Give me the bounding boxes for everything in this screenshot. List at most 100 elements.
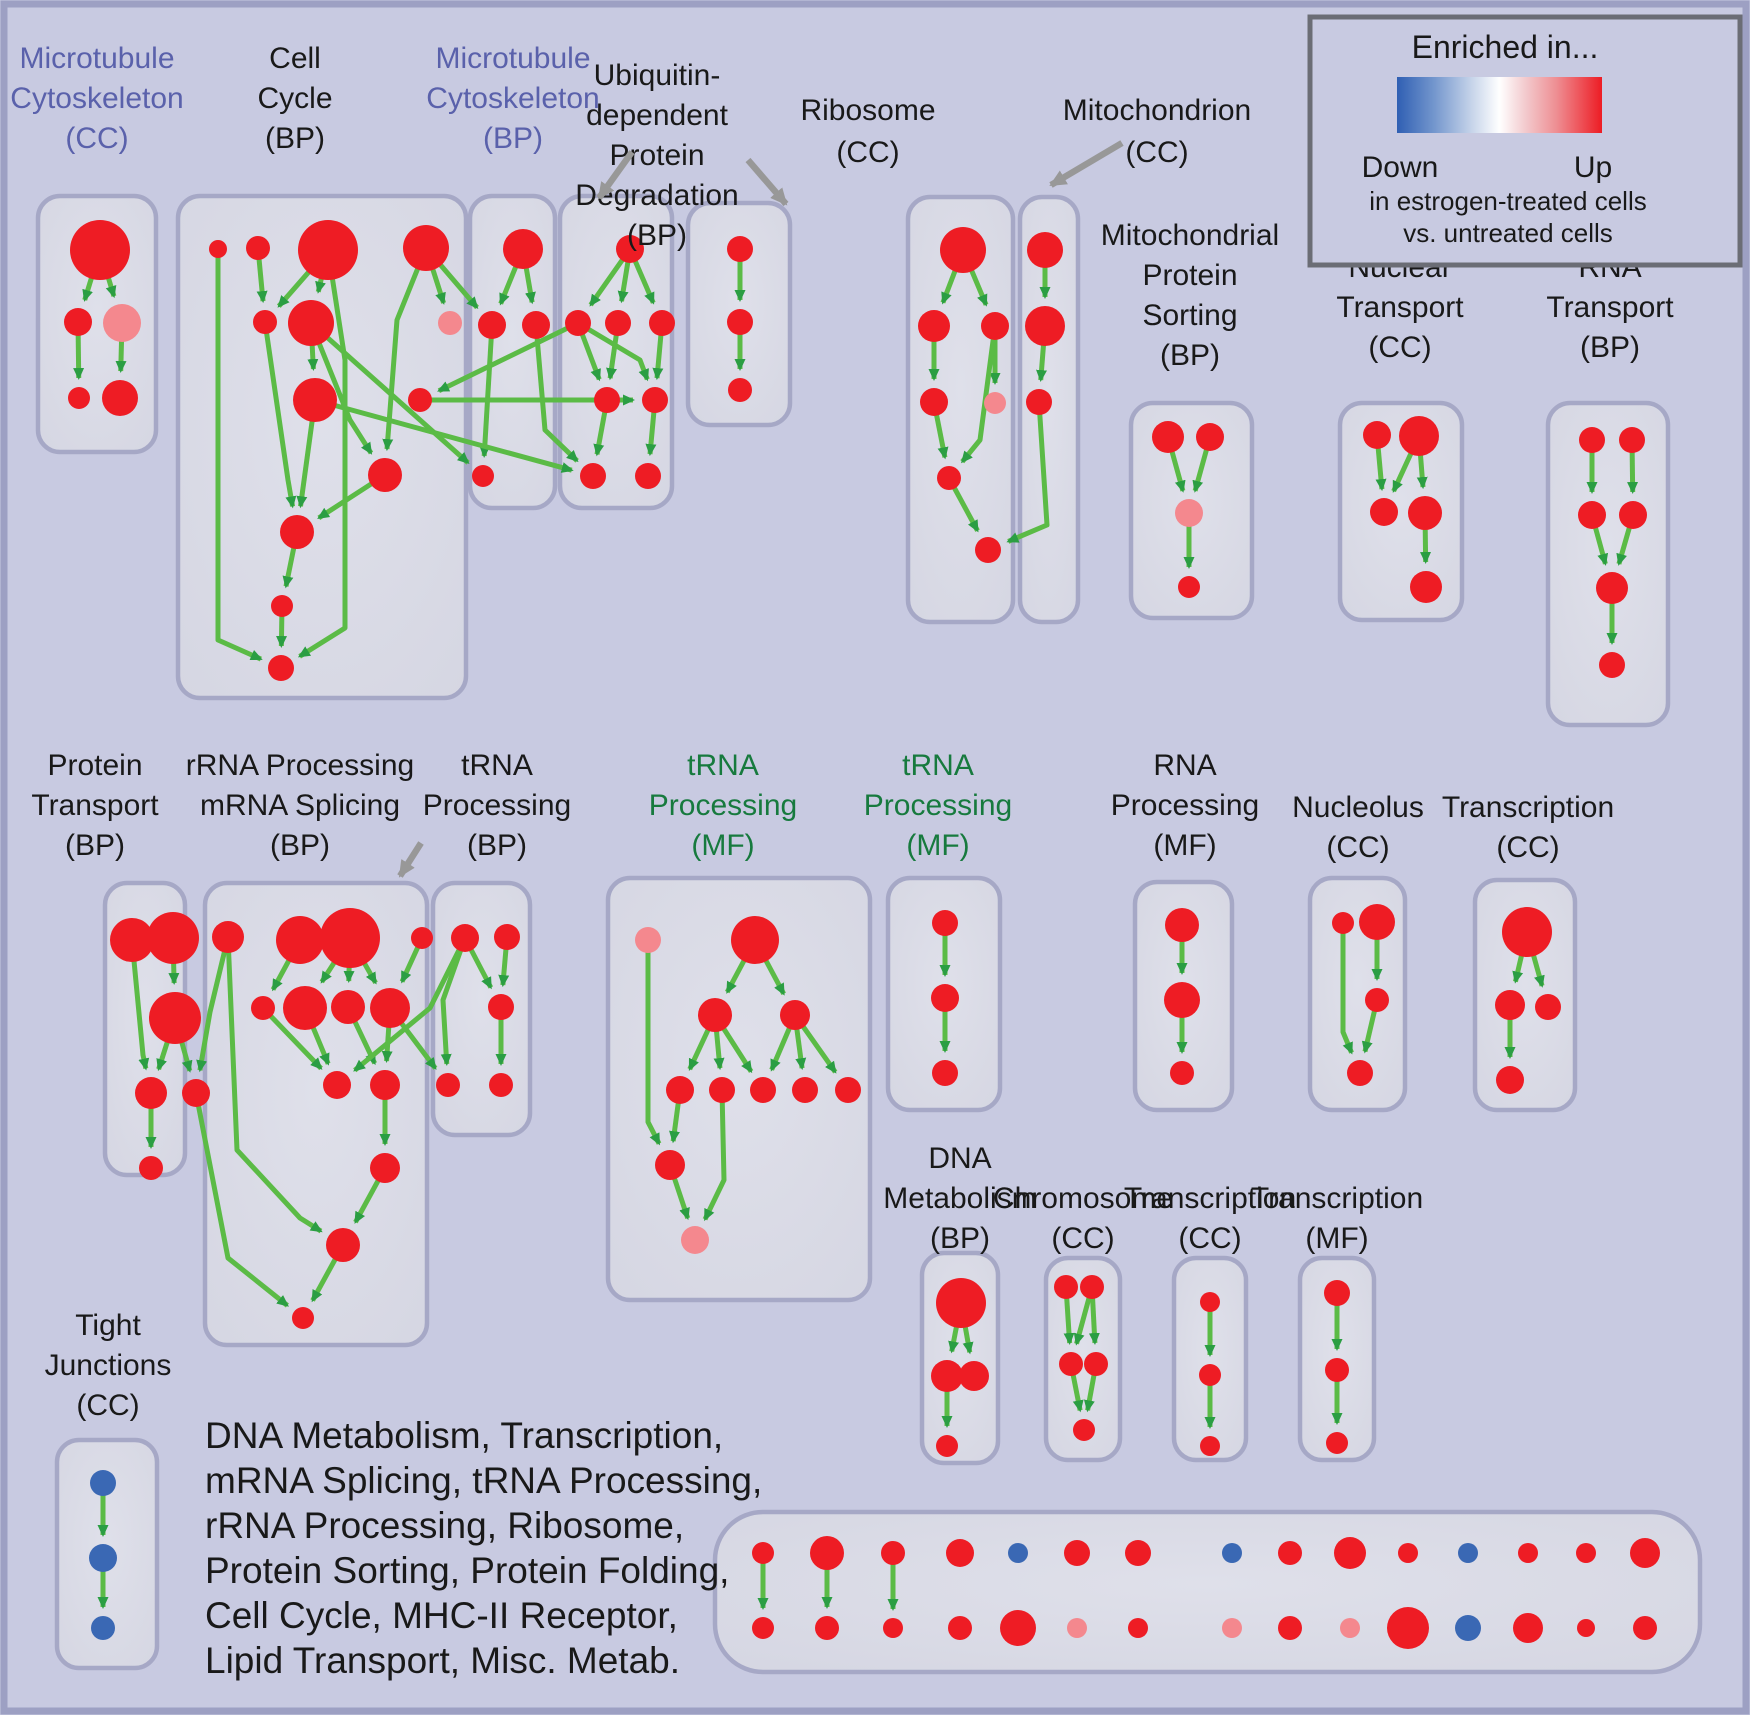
go-term-node bbox=[370, 1153, 400, 1183]
edge bbox=[437, 320, 580, 394]
cluster-label-mps: Protein bbox=[1142, 259, 1237, 292]
cluster-box-trnamf1 bbox=[605, 875, 873, 1303]
go-term-node bbox=[1495, 990, 1525, 1020]
edge bbox=[353, 936, 468, 1073]
go-term-node bbox=[488, 994, 514, 1020]
go-term-node bbox=[1152, 421, 1184, 453]
cluster-label-cc: (BP) bbox=[265, 122, 325, 155]
go-term-node bbox=[103, 304, 141, 342]
cluster-box-nuct bbox=[1337, 400, 1465, 623]
go-term-node bbox=[937, 466, 961, 490]
go-term-node bbox=[331, 990, 365, 1024]
cluster-label-mps: Mitochondrial bbox=[1101, 219, 1279, 252]
edge bbox=[309, 321, 470, 465]
edge bbox=[262, 321, 297, 509]
go-term-node bbox=[411, 927, 433, 949]
go-term-node bbox=[1027, 232, 1063, 268]
legend-gradient-bar bbox=[1397, 77, 1602, 133]
go-term-node bbox=[605, 310, 631, 336]
go-term-node bbox=[959, 1361, 989, 1391]
go-term-node bbox=[810, 1536, 844, 1570]
cluster-label-mt_cc: (CC) bbox=[65, 122, 128, 155]
legend-up-label: Up bbox=[1574, 151, 1612, 184]
go-term-node bbox=[89, 1544, 117, 1572]
cluster-label-mt_cc: Microtubule bbox=[19, 42, 174, 75]
go-term-node bbox=[681, 1226, 709, 1254]
footnote-line: mRNA Splicing, tRNA Processing, bbox=[205, 1460, 762, 1501]
go-term-node bbox=[489, 1073, 513, 1097]
legend-title: Enriched in... bbox=[1412, 29, 1599, 65]
cluster-label-ribo: Ribosome bbox=[800, 94, 935, 127]
cluster-label-chrom: Chromosome bbox=[993, 1182, 1173, 1215]
go-term-node bbox=[251, 996, 275, 1020]
go-term-node bbox=[666, 1076, 694, 1104]
go-term-node bbox=[368, 458, 402, 492]
cluster-label-cc: Cycle bbox=[257, 82, 332, 115]
cluster-label-mito: (CC) bbox=[1125, 136, 1188, 169]
label-pointer-arrow bbox=[397, 841, 424, 878]
cluster-label-tj: Junctions bbox=[45, 1349, 172, 1382]
go-term-node bbox=[1222, 1618, 1242, 1638]
go-term-node bbox=[253, 310, 277, 334]
go-term-node bbox=[936, 1278, 986, 1328]
go-term-node bbox=[975, 537, 1001, 563]
cluster-label-nucl: (CC) bbox=[1326, 831, 1389, 864]
cluster-label-txcc2: Transcription bbox=[1124, 1182, 1296, 1215]
legend-down-label: Down bbox=[1362, 151, 1439, 184]
cluster-label-cc: Cell bbox=[269, 42, 321, 75]
cluster-label-ub1: dependent bbox=[586, 99, 728, 132]
edge bbox=[215, 249, 263, 662]
go-term-node bbox=[1326, 1432, 1348, 1454]
go-term-node bbox=[1196, 423, 1224, 451]
go-term-node bbox=[1387, 1607, 1429, 1649]
cluster-box-txcc2 bbox=[1171, 1255, 1249, 1463]
go-term-node bbox=[1164, 982, 1200, 1018]
cluster-label-txcc1: Transcription bbox=[1442, 791, 1614, 824]
cluster-label-pt: Protein bbox=[47, 749, 142, 782]
cluster-label-rrna: rRNA Processing bbox=[186, 749, 414, 782]
go-term-node bbox=[752, 1617, 774, 1639]
go-term-node bbox=[728, 378, 752, 402]
cluster-label-mito: Mitochondrion bbox=[1063, 94, 1251, 127]
cluster-label-txcc2: (CC) bbox=[1178, 1222, 1241, 1255]
go-term-node bbox=[1347, 1060, 1373, 1086]
go-term-node bbox=[1170, 1061, 1194, 1085]
go-term-node bbox=[1398, 1543, 1418, 1563]
cluster-box-mt_bp bbox=[467, 193, 558, 511]
edge bbox=[479, 324, 495, 459]
cluster-label-nuct: (CC) bbox=[1368, 331, 1431, 364]
label-pointer-arrow bbox=[1049, 140, 1124, 188]
go-term-node bbox=[472, 465, 494, 487]
go-term-node bbox=[1067, 1618, 1087, 1638]
go-term-node bbox=[815, 1616, 839, 1640]
go-term-node bbox=[102, 380, 138, 416]
go-term-node bbox=[1325, 1358, 1349, 1382]
go-term-node bbox=[320, 908, 380, 968]
go-term-node bbox=[642, 387, 668, 413]
go-term-node bbox=[792, 1077, 818, 1103]
go-term-node bbox=[139, 1156, 163, 1180]
label-pointer-arrow bbox=[745, 157, 789, 207]
go-term-node bbox=[727, 236, 753, 262]
cluster-box-chrom bbox=[1043, 1255, 1123, 1463]
go-term-node bbox=[709, 1077, 735, 1103]
go-term-node bbox=[920, 388, 948, 416]
nodes-layer bbox=[64, 220, 1660, 1649]
go-term-node bbox=[1059, 1352, 1083, 1376]
go-term-node bbox=[635, 463, 661, 489]
go-term-node bbox=[1000, 1610, 1036, 1646]
go-term-node bbox=[1630, 1538, 1660, 1568]
go-term-node bbox=[1340, 1618, 1360, 1638]
go-term-node bbox=[1359, 904, 1395, 940]
go-term-node bbox=[1576, 1543, 1596, 1563]
edge bbox=[960, 325, 998, 464]
cluster-label-dnam: (BP) bbox=[930, 1222, 990, 1255]
cluster-label-tj: Tight bbox=[75, 1309, 141, 1342]
go-term-node bbox=[750, 1077, 776, 1103]
label-pointer-arrow bbox=[596, 150, 635, 200]
go-term-node bbox=[1518, 1543, 1538, 1563]
cluster-label-rrna: (BP) bbox=[270, 829, 330, 862]
go-term-node bbox=[408, 388, 432, 412]
go-term-node bbox=[1577, 1619, 1595, 1637]
